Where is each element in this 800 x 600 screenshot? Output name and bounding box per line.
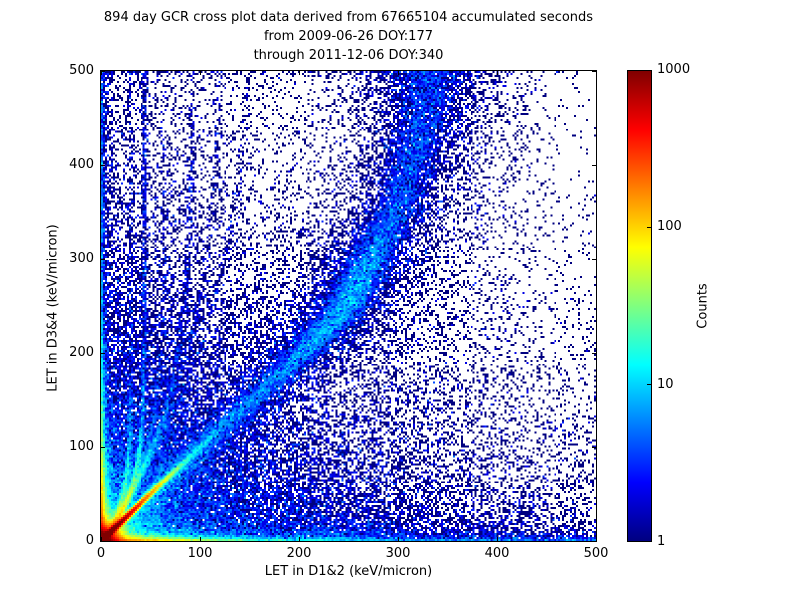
y-axis-tick-label: 400 [69, 157, 94, 172]
x-tick-mark-top [595, 71, 597, 75]
x-tick-mark-top [100, 71, 102, 75]
y-axis-tick-label: 500 [69, 63, 94, 78]
x-tick-mark [298, 537, 300, 541]
figure-title: 894 day GCR cross plot data derived from… [100, 8, 597, 65]
colorbar [627, 70, 652, 542]
y-tick-mark-right [592, 446, 596, 448]
y-axis-tick-label: 100 [69, 439, 94, 454]
x-axis-label: LET in D1&2 (keV/micron) [264, 564, 433, 579]
plot-area [100, 70, 597, 542]
x-tick-mark [397, 537, 399, 541]
heatmap-canvas [101, 71, 596, 541]
figure-title-line-3: through 2011-12-06 DOY:340 [253, 48, 444, 63]
x-tick-mark [496, 537, 498, 541]
y-axis-tick-label: 300 [69, 251, 94, 266]
x-tick-mark [595, 537, 597, 541]
x-axis-tick-label: 100 [187, 546, 213, 561]
x-axis-tick-label: 500 [583, 546, 609, 561]
y-tick-mark [101, 352, 105, 354]
x-tick-mark-top [397, 71, 399, 75]
y-tick-mark-right [592, 352, 596, 354]
y-tick-mark [101, 540, 105, 542]
x-axis-tick-label: 0 [96, 546, 106, 561]
colorbar-label: Counts [695, 283, 711, 329]
colorbar-tick-label: 100 [657, 219, 682, 235]
y-tick-mark [101, 164, 105, 166]
y-tick-mark-right [592, 70, 596, 72]
colorbar-tick-label: 10 [657, 376, 674, 392]
x-tick-mark [100, 537, 102, 541]
colorbar-tick-mark [647, 227, 651, 229]
y-tick-mark [101, 70, 105, 72]
x-tick-mark-top [496, 71, 498, 75]
x-tick-mark-top [199, 71, 201, 75]
y-tick-mark [101, 446, 105, 448]
colorbar-tick-label: 1 [657, 534, 666, 549]
figure-title-line-1: 894 day GCR cross plot data derived from… [103, 10, 594, 25]
x-axis-tick-label: 300 [385, 546, 411, 561]
y-tick-mark-right [592, 258, 596, 260]
y-tick-mark [101, 258, 105, 260]
x-tick-mark [199, 537, 201, 541]
colorbar-tick-label: 1000 [657, 62, 691, 77]
x-tick-mark-top [298, 71, 300, 75]
colorbar-tick-mark [647, 383, 651, 385]
x-axis-tick-label: 200 [286, 546, 312, 561]
figure-title-line-2: from 2009-06-26 DOY:177 [263, 29, 433, 44]
y-axis-tick-label: 200 [69, 345, 94, 360]
y-axis-tick-label: 0 [85, 533, 94, 548]
x-axis-tick-label: 400 [484, 546, 510, 561]
y-tick-mark-right [592, 540, 596, 542]
y-tick-mark-right [592, 164, 596, 166]
